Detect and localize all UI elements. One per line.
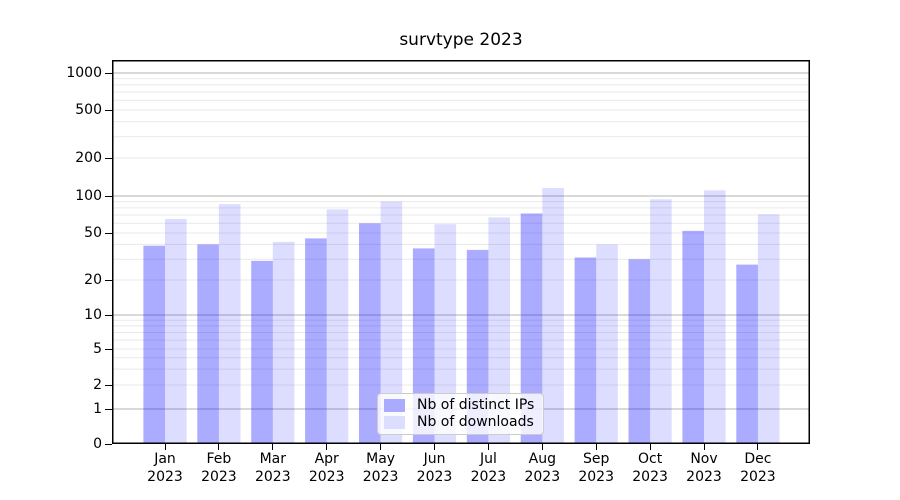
x-tick-mark bbox=[649, 444, 651, 450]
bar-downloads-11 bbox=[757, 214, 780, 444]
bar-downloads-1 bbox=[218, 204, 241, 444]
legend-label-downloads: Nb of downloads bbox=[417, 414, 534, 430]
legend: Nb of distinct IPs Nb of downloads bbox=[377, 393, 544, 435]
x-tick-mark bbox=[487, 444, 489, 450]
bar-distinct-ips-4 bbox=[359, 223, 381, 444]
x-tick-mark bbox=[541, 444, 543, 450]
x-tick-label: Jul 2023 bbox=[470, 451, 507, 485]
y-tick-label: 1000 bbox=[66, 65, 102, 81]
bar-downloads-10 bbox=[704, 190, 726, 444]
legend-label-distinct-ips: Nb of distinct IPs bbox=[417, 397, 535, 413]
x-tick-label: Nov 2023 bbox=[686, 451, 722, 485]
legend-item-downloads: Nb of downloads bbox=[384, 414, 537, 431]
y-tick-label: 5 bbox=[93, 341, 102, 357]
y-tick-mark bbox=[105, 279, 112, 281]
plot-border bbox=[112, 60, 810, 444]
y-tick-mark bbox=[105, 443, 112, 445]
x-tick-mark bbox=[326, 444, 328, 450]
bar-downloads-2 bbox=[272, 241, 295, 444]
x-tick-label: Apr 2023 bbox=[308, 451, 345, 485]
bar-distinct-ips-7 bbox=[520, 213, 543, 444]
x-tick-mark bbox=[757, 444, 759, 450]
bar-downloads-3 bbox=[326, 209, 349, 444]
bar-distinct-ips-2 bbox=[251, 260, 273, 444]
y-tick-label: 10 bbox=[84, 307, 102, 323]
y-tick-mark bbox=[105, 109, 112, 111]
bar-distinct-ips-1 bbox=[197, 244, 219, 444]
y-tick-label: 0 bbox=[93, 436, 102, 452]
y-tick-label: 20 bbox=[84, 272, 102, 288]
legend-swatch-distinct-ips bbox=[384, 399, 405, 412]
bar-downloads-5 bbox=[434, 224, 457, 444]
y-tick-mark bbox=[105, 72, 112, 74]
y-tick-label: 200 bbox=[75, 150, 102, 166]
x-tick-label: Sep 2023 bbox=[578, 451, 614, 485]
bar-downloads-9 bbox=[650, 199, 672, 444]
bar-downloads-4 bbox=[380, 201, 403, 444]
x-tick-mark bbox=[218, 444, 220, 450]
x-tick-label: Dec 2023 bbox=[740, 451, 776, 485]
bar-downloads-0 bbox=[165, 219, 187, 444]
y-tick-mark bbox=[105, 157, 112, 159]
bar-distinct-ips-8 bbox=[574, 257, 597, 444]
bar-distinct-ips-10 bbox=[682, 230, 704, 444]
x-tick-label: Jun 2023 bbox=[416, 451, 453, 485]
y-tick-mark bbox=[105, 232, 112, 234]
bar-downloads-8 bbox=[596, 244, 618, 444]
x-tick-mark bbox=[164, 444, 166, 450]
bar-distinct-ips-9 bbox=[628, 259, 651, 444]
y-tick-label: 1 bbox=[93, 401, 102, 417]
y-tick-mark bbox=[105, 348, 112, 350]
x-tick-label: Aug 2023 bbox=[524, 451, 561, 485]
bar-distinct-ips-3 bbox=[305, 238, 327, 444]
x-tick-mark bbox=[595, 444, 597, 450]
legend-swatch-downloads bbox=[384, 416, 405, 429]
x-tick-label: Feb 2023 bbox=[201, 451, 237, 485]
plot-area: Nb of distinct IPs Nb of downloads bbox=[112, 60, 810, 444]
y-tick-label: 500 bbox=[75, 102, 102, 118]
bar-distinct-ips-11 bbox=[736, 264, 758, 444]
x-tick-mark bbox=[272, 444, 274, 450]
bar-downloads-6 bbox=[488, 217, 510, 444]
y-tick-label: 100 bbox=[75, 188, 102, 204]
x-tick-label: May 2023 bbox=[362, 451, 399, 485]
y-tick-mark bbox=[105, 384, 112, 386]
plot-canvas bbox=[112, 60, 810, 444]
chart-title: survtype 2023 bbox=[399, 30, 523, 50]
y-tick-label: 2 bbox=[93, 377, 102, 393]
x-tick-mark bbox=[703, 444, 705, 450]
y-tick-mark bbox=[105, 195, 112, 197]
x-tick-label: Oct 2023 bbox=[632, 451, 668, 485]
bar-downloads-7 bbox=[542, 187, 564, 444]
bar-distinct-ips-0 bbox=[143, 245, 165, 444]
legend-item-distinct-ips: Nb of distinct IPs bbox=[384, 397, 537, 414]
x-tick-mark bbox=[380, 444, 382, 450]
x-tick-mark bbox=[434, 444, 435, 450]
x-tick-label: Mar 2023 bbox=[254, 451, 291, 485]
x-tick-label: Jan 2023 bbox=[147, 451, 183, 485]
y-tick-mark bbox=[105, 314, 112, 316]
y-tick-label: 50 bbox=[84, 225, 102, 241]
y-tick-mark bbox=[105, 408, 112, 410]
